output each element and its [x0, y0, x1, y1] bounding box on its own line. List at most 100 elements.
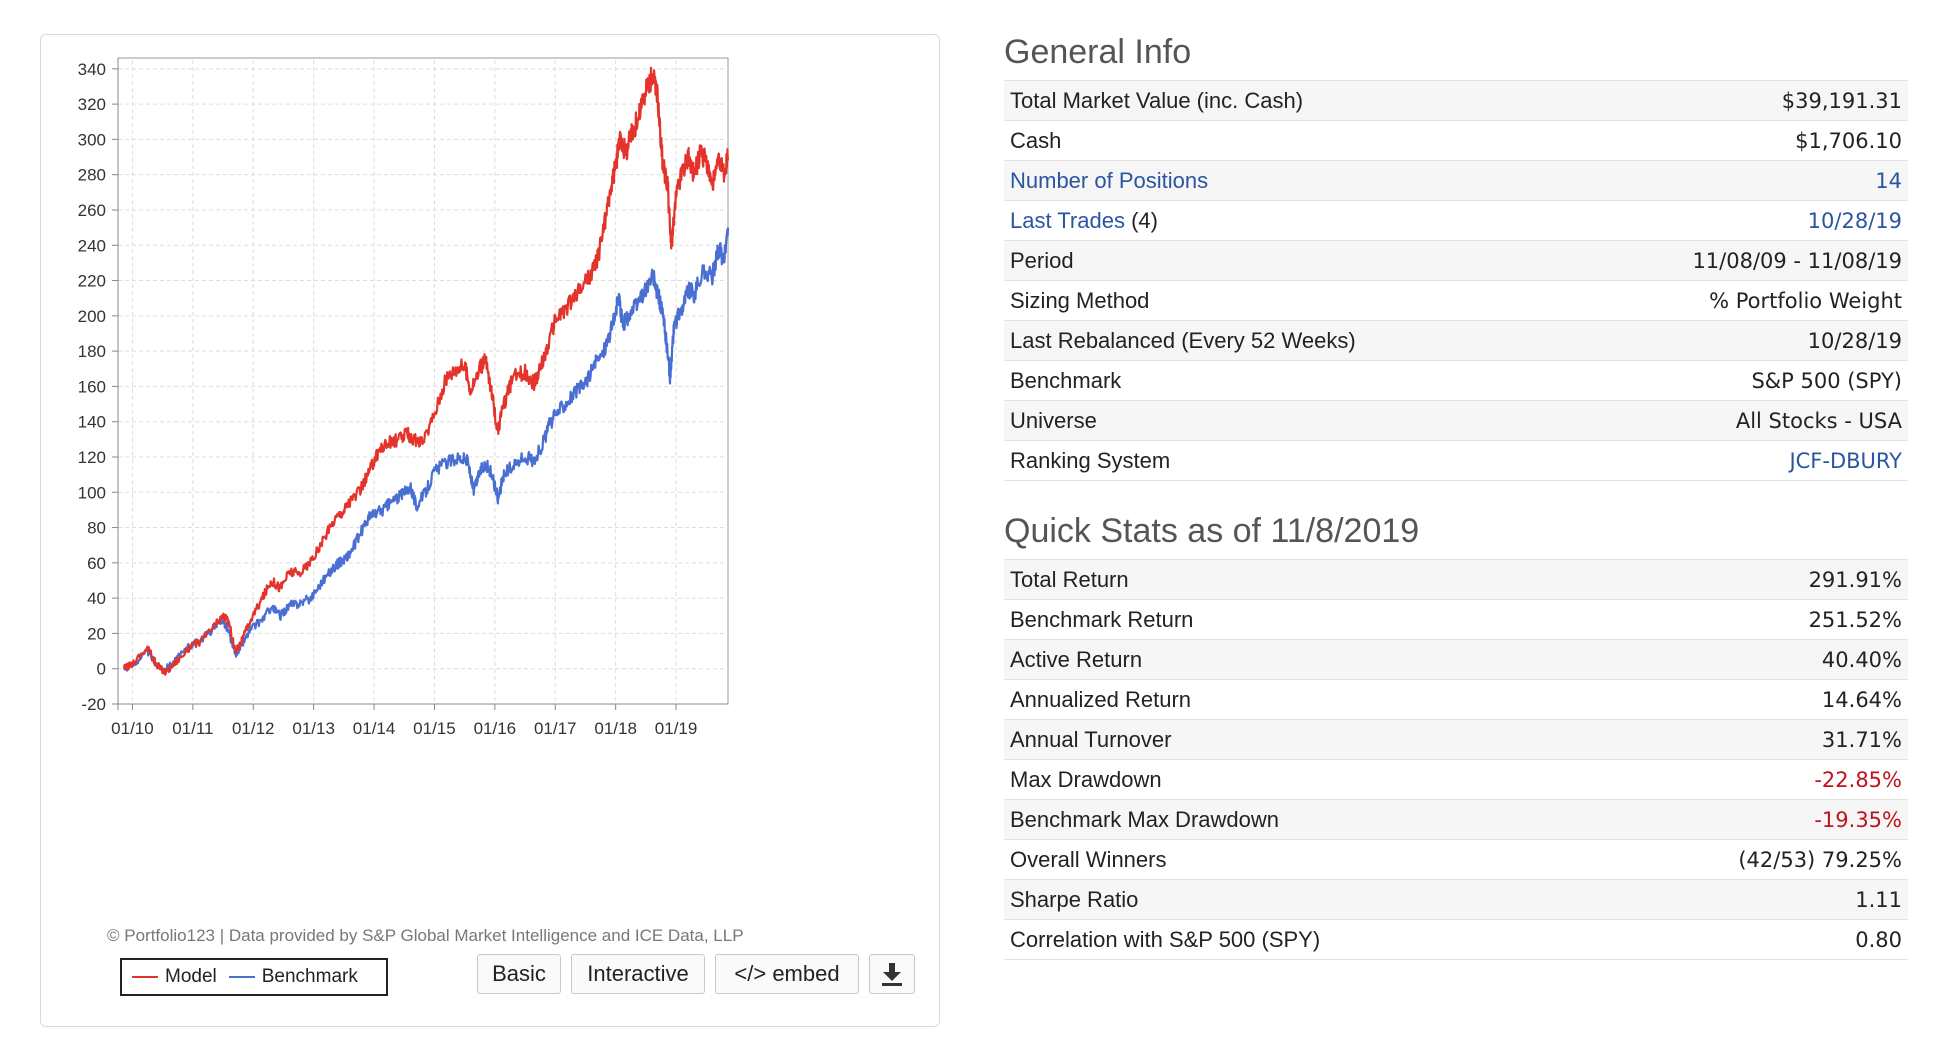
gi-value[interactable]: 14 [1562, 160, 1908, 201]
gi-label-cell: Total Market Value (inc. Cash) [1004, 80, 1563, 121]
y-tick-label: 340 [78, 60, 106, 79]
qs-label-cell: Benchmark Return [1004, 599, 1590, 640]
general-info-title: General Info [1004, 33, 1192, 71]
chart-card: -20 0 20 40 60 80 100 120 140 160 180 200 220 240 260 2… [40, 34, 940, 1027]
gi-value: $1,706.10 [1562, 120, 1908, 161]
gi-label-cell: Benchmark [1004, 360, 1563, 401]
qs-label: Annualized Return [1010, 686, 1192, 712]
gi-label[interactable]: Last Trades [1010, 207, 1125, 233]
gi-row: Total Market Value (inc. Cash) $39,191.31 [1004, 80, 1908, 121]
series-line-benchmark [122, 227, 730, 673]
y-tick-label: 180 [78, 342, 106, 361]
qs-value: 31.71% [1589, 719, 1908, 760]
gi-value: 10/28/19 [1562, 320, 1908, 361]
info-panel: General Info Total Market Value (inc. Ca… [1004, 24, 1908, 960]
gi-row: Number of Positions 14 [1004, 160, 1908, 201]
y-tick-label: 220 [78, 272, 106, 291]
chart-credit: © Portfolio123 | Data provided by S&P Gl… [107, 926, 744, 945]
qs-value: 251.52% [1589, 599, 1908, 640]
y-tick-label: 280 [78, 166, 106, 185]
qs-label-cell: Max Drawdown [1004, 759, 1590, 800]
qs-label-cell: Total Return [1004, 559, 1590, 600]
qs-value: 1.11 [1589, 879, 1908, 920]
quick-stats-title: Quick Stats as of 11/8/2019 [1004, 512, 1420, 550]
x-tick-label: 01/11 [172, 719, 213, 738]
gi-label[interactable]: Number of Positions [1010, 167, 1209, 193]
qs-value: 0.80 [1589, 919, 1908, 960]
qs-value: -22.85% [1589, 759, 1908, 800]
gi-label-cell: Last Rebalanced (Every 52 Weeks) [1004, 320, 1563, 361]
y-tick-label: 20 [87, 624, 106, 643]
y-tick-label: 60 [87, 554, 106, 573]
gi-value: All Stocks - USA [1562, 400, 1908, 441]
qs-label-cell: Overall Winners [1004, 839, 1590, 880]
download-button[interactable] [869, 954, 915, 994]
gi-label: Universe [1010, 407, 1097, 433]
x-tick-label: 01/16 [474, 719, 517, 738]
x-tick-label: 01/15 [413, 719, 456, 738]
gi-label: Cash [1010, 127, 1062, 153]
qs-label: Total Return [1010, 566, 1129, 592]
legend-benchmark-label: Benchmark [261, 966, 358, 987]
gi-row: Universe All Stocks - USA [1004, 400, 1908, 441]
qs-row: Benchmark Max Drawdown -19.35% [1004, 799, 1908, 840]
gi-label-cell: Sizing Method [1004, 280, 1563, 321]
y-tick-label: 300 [78, 130, 106, 149]
qs-row: Correlation with S&P 500 (SPY) 0.80 [1004, 919, 1908, 960]
x-tick-label: 01/10 [111, 719, 154, 738]
qs-row: Benchmark Return 251.52% [1004, 599, 1908, 640]
gi-label-cell: Ranking System [1004, 440, 1563, 481]
gi-label: Benchmark [1010, 367, 1122, 393]
gi-row: Benchmark S&P 500 (SPY) [1004, 360, 1908, 401]
gi-row: Ranking System JCF-DBURY [1004, 440, 1908, 481]
benchmark-swatch [228, 976, 255, 978]
embed-button[interactable]: </> embed [715, 954, 859, 994]
performance-chart[interactable]: -20 0 20 40 60 80 100 120 140 160 180 200 220 240 260 2… [41, 35, 941, 1025]
y-tick-label: 100 [78, 483, 106, 502]
qs-row: Overall Winners (42/53) 79.25% [1004, 839, 1908, 880]
gi-row: Cash $1,706.10 [1004, 120, 1908, 161]
gi-value: 11/08/09 - 11/08/19 [1562, 240, 1908, 281]
qs-label: Active Return [1010, 646, 1143, 672]
qs-row: Total Return 291.91% [1004, 559, 1908, 600]
gi-row: Period 11/08/09 - 11/08/19 [1004, 240, 1908, 281]
y-tick-label: 320 [78, 95, 106, 114]
y-tick-label: 260 [78, 201, 106, 220]
plot-area [117, 57, 729, 705]
qs-label: Max Drawdown [1010, 766, 1162, 792]
x-tick-label: 01/18 [594, 719, 637, 738]
basic-button[interactable]: Basic [477, 954, 561, 994]
x-tick-label: 01/14 [353, 719, 396, 738]
gi-value: % Portfolio Weight [1562, 280, 1908, 321]
qs-label: Overall Winners [1010, 846, 1167, 872]
gi-label: Sizing Method [1010, 287, 1150, 313]
qs-label-cell: Sharpe Ratio [1004, 879, 1590, 920]
chart-toolbar: Basic Interactive </> embed [477, 954, 915, 994]
qs-row: Max Drawdown -22.85% [1004, 759, 1908, 800]
model-swatch [132, 976, 158, 978]
gi-label-suffix: (4) [1124, 207, 1158, 233]
gi-value[interactable]: 10/28/19 [1562, 200, 1908, 241]
gi-value[interactable]: JCF-DBURY [1562, 440, 1908, 481]
gi-label-cell: Last Trades (4) [1004, 200, 1563, 241]
gi-row: Last Trades (4) 10/28/19 [1004, 200, 1908, 241]
gi-label: Period [1010, 247, 1074, 273]
series-line-model [122, 66, 730, 676]
qs-value: -19.35% [1589, 799, 1908, 840]
gi-value: S&P 500 (SPY) [1562, 360, 1908, 401]
x-tick-label: 01/13 [292, 719, 335, 738]
qs-label-cell: Active Return [1004, 639, 1590, 680]
gi-label: Total Market Value (inc. Cash) [1010, 87, 1304, 113]
y-tick-label: 80 [87, 519, 106, 538]
y-tick-label: 200 [78, 307, 106, 326]
qs-label: Correlation with S&P 500 (SPY) [1010, 926, 1321, 952]
qs-label-cell: Correlation with S&P 500 (SPY) [1004, 919, 1590, 960]
chart-legend: Model Benchmark [120, 958, 388, 996]
qs-label: Benchmark Return [1010, 606, 1194, 632]
gi-label-cell: Period [1004, 240, 1563, 281]
x-tick-label: 01/19 [655, 719, 698, 738]
qs-row: Annualized Return 14.64% [1004, 679, 1908, 720]
qs-value: 291.91% [1589, 559, 1908, 600]
y-tick-label: 0 [97, 660, 106, 679]
interactive-button[interactable]: Interactive [571, 954, 705, 994]
